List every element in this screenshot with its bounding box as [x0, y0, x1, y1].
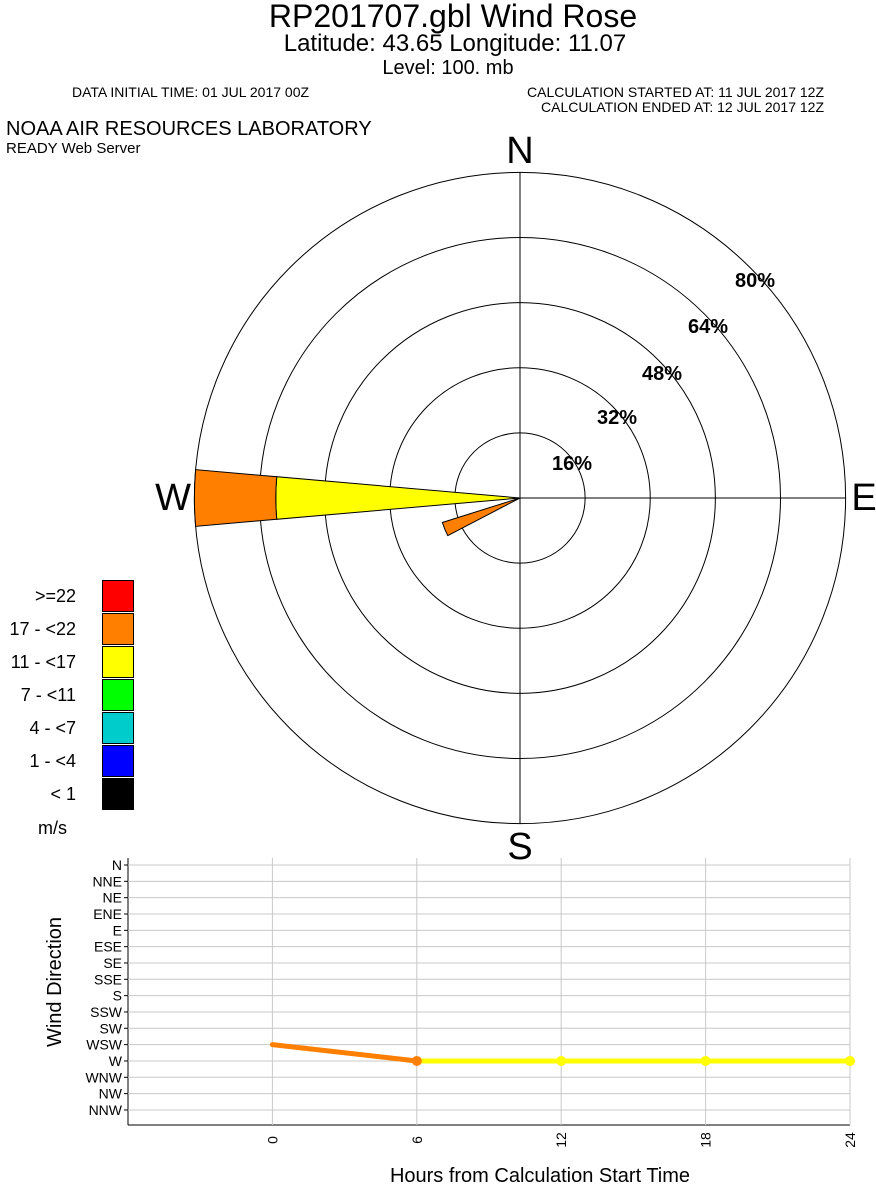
- ts-y-label: NW: [99, 1086, 123, 1102]
- legend-label: 4 - <7: [29, 718, 76, 738]
- legend-unit: m/s: [38, 818, 67, 838]
- wind-rose-petals: [193, 469, 521, 537]
- ring-label-64: 64%: [688, 316, 728, 338]
- ts-xlabel: Hours from Calculation Start Time: [390, 1165, 690, 1184]
- ring-label-32: 32%: [597, 407, 637, 429]
- ts-y-label: S: [113, 988, 122, 1004]
- ring-label-48: 48%: [642, 363, 682, 385]
- ts-series-segment: [269, 1042, 420, 1064]
- ts-x-label: 0: [264, 1136, 280, 1144]
- ts-y-label: W: [109, 1053, 123, 1069]
- legend-label: >=22: [34, 586, 76, 606]
- legend-label: < 1: [50, 784, 76, 804]
- legend-swatch: [102, 712, 134, 744]
- legend-swatch: [102, 646, 134, 678]
- compass-n: N: [506, 130, 533, 172]
- ring-label-16: 16%: [552, 453, 592, 475]
- calculation-ended: CALCULATION ENDED AT: 12 JUL 2017 12Z: [541, 99, 824, 115]
- ts-y-label: NNW: [89, 1102, 123, 1118]
- ts-x-label: 12: [553, 1132, 569, 1148]
- legend-swatch: [102, 679, 134, 711]
- data-initial-time: DATA INITIAL TIME: 01 JUL 2017 00Z: [72, 84, 310, 100]
- ts-point: [411, 1055, 422, 1066]
- ts-y-label: NNE: [92, 873, 122, 889]
- wind-rose-labels: 16% 32%48% 64% 80% N S W E: [155, 130, 876, 868]
- compass-w: W: [155, 477, 191, 519]
- legend-swatch: [102, 580, 134, 612]
- wind-rose-chart: 16% 32%48% 64% 80% N S W E: [155, 130, 876, 868]
- chart-subtitle-location: Latitude: 43.65 Longitude: 11.07: [283, 30, 627, 57]
- ts-y-label: SSW: [90, 1004, 123, 1020]
- calculation-started: CALCULATION STARTED AT: 11 JUL 2017 12Z: [527, 84, 824, 100]
- legend-label: 11 - <17: [10, 652, 76, 672]
- ts-point: [700, 1055, 711, 1066]
- legend-label: 7 - <11: [20, 685, 76, 705]
- ts-y-label: SSE: [94, 971, 122, 987]
- ts-y-label: SW: [99, 1020, 122, 1036]
- ts-y-label: SE: [103, 955, 122, 971]
- compass-s: S: [507, 826, 532, 868]
- chart-title: RP201707.gbl Wind Rose: [268, 0, 638, 34]
- chart-level: Level: 100. mb: [382, 57, 514, 79]
- server-name: READY Web Server: [6, 140, 141, 157]
- timeseries-series: [269, 1042, 855, 1066]
- ts-ylabel: Wind Direction: [44, 917, 66, 1047]
- legend-label: 1 - <4: [29, 751, 76, 771]
- ts-y-label: ESE: [94, 939, 122, 955]
- legend-swatch: [102, 745, 134, 777]
- ring-label-80: 80%: [735, 270, 775, 292]
- compass-e: E: [851, 477, 876, 519]
- petal-w-seg-1: [193, 469, 278, 527]
- ts-point: [556, 1055, 567, 1066]
- legend-swatch: [102, 778, 134, 810]
- timeseries-grid: [124, 858, 851, 1126]
- ts-y-label: E: [113, 922, 122, 938]
- ts-y-label: NE: [103, 890, 122, 906]
- ts-x-label: 6: [409, 1136, 425, 1144]
- organization-name: NOAA AIR RESOURCES LABORATORY: [6, 118, 372, 140]
- ts-y-label: WSW: [86, 1037, 123, 1053]
- ts-x-label: 18: [698, 1132, 714, 1148]
- legend-label: 17 - <22: [9, 619, 76, 639]
- ts-y-label: ENE: [93, 906, 122, 922]
- legend-swatch: [102, 613, 134, 645]
- ts-x-label: 24: [842, 1132, 858, 1148]
- ts-y-label: WNW: [85, 1069, 122, 1085]
- petal-wsw-seg-0: [441, 497, 521, 537]
- ts-point: [845, 1055, 855, 1066]
